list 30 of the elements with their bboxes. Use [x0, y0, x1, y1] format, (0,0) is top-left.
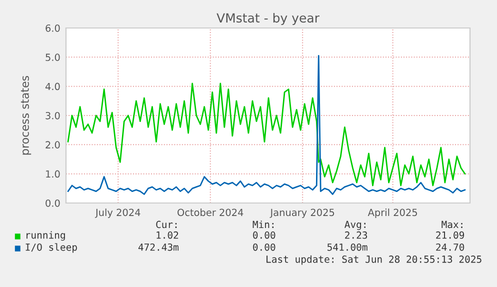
- line-series: [67, 55, 466, 195]
- y-tick-label: 4.0: [45, 82, 60, 90]
- line-series: [67, 82, 466, 186]
- legend-label: running: [26, 231, 65, 241]
- x-tick-label: January 2025: [270, 208, 334, 218]
- y-tick-label: 3.0: [46, 112, 60, 120]
- text: 472.43m: [138, 243, 178, 251]
- x-tick-label: October 2024: [178, 208, 244, 216]
- text: Cur:: [156, 220, 177, 228]
- text: Min:: [252, 220, 274, 228]
- y-tick-label: 2.0: [46, 141, 60, 148]
- text: 2.23: [345, 231, 368, 239]
- text: Max:: [442, 220, 462, 228]
- text: 21.09: [436, 231, 464, 239]
- y-axis-title: process states: [20, 76, 32, 155]
- y-tick-label: 6.0: [46, 24, 60, 32]
- x-tick-label: April 2025: [368, 208, 417, 218]
- y-tick-label: 0.0: [46, 199, 60, 207]
- chart-title: VMstat - by year: [216, 12, 320, 26]
- text: Avg:: [344, 220, 366, 230]
- y-tick-label: 1.0: [46, 170, 60, 178]
- y-tick-label: 5.0: [46, 54, 60, 61]
- x-tick-label: July 2024: [94, 208, 140, 218]
- text: Last update: Sat Jun 28 20:55:13 2025: [266, 255, 482, 265]
- text: 541.00m: [327, 243, 368, 251]
- text: 24.70: [436, 243, 464, 251]
- legend-label: I/O sleep: [26, 243, 77, 253]
- text: 1.02: [156, 231, 178, 239]
- text: 0.00: [253, 231, 276, 239]
- text: 0.00: [253, 243, 276, 251]
